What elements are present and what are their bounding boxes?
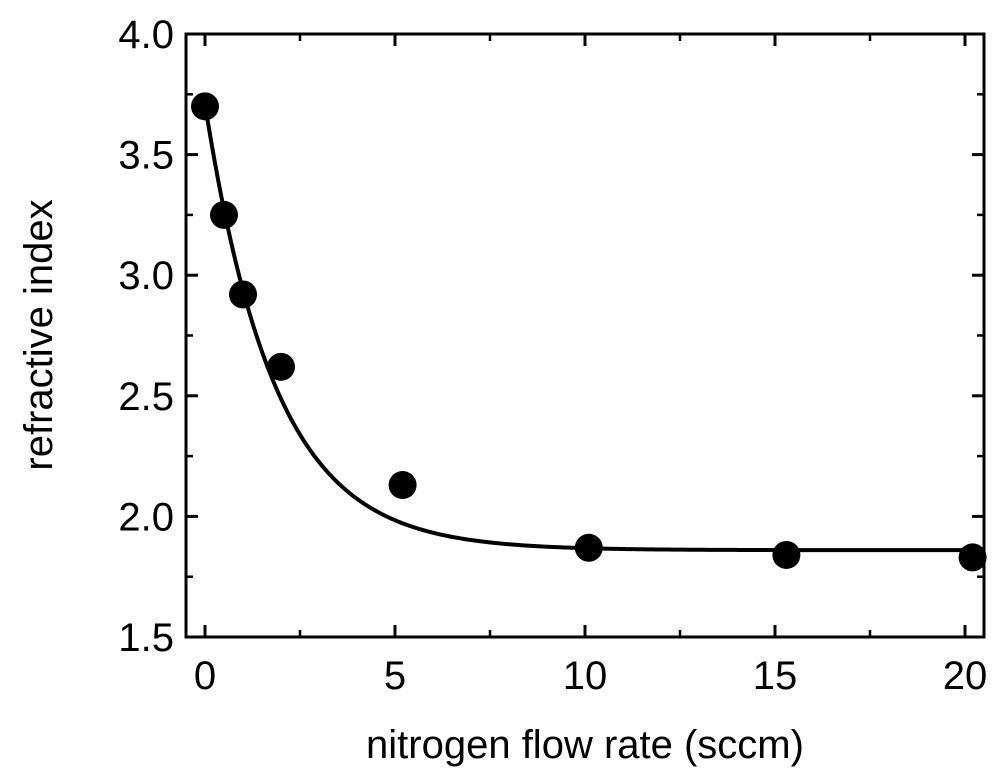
y-tick-label: 3.0	[118, 254, 174, 298]
x-tick-label: 0	[194, 654, 216, 698]
plot-frame	[184, 32, 986, 639]
x-tick-label: 15	[753, 654, 798, 698]
x-tick-label: 10	[563, 654, 608, 698]
y-axis-label: refractive index	[17, 199, 61, 470]
data-point	[229, 280, 257, 309]
data-point	[210, 200, 238, 229]
y-tick-label: 2.0	[118, 495, 174, 539]
y-tick-label: 2.5	[118, 375, 174, 419]
data-point	[267, 352, 295, 381]
data-point	[574, 533, 603, 562]
fit-curve	[203, 103, 973, 553]
x-axis-label: nitrogen flow rate (sccm)	[366, 723, 804, 767]
data-points	[191, 92, 987, 572]
data-point	[772, 540, 801, 569]
x-tick-label: 20	[943, 654, 988, 698]
y-tick-label: 4.0	[118, 13, 174, 57]
data-point	[388, 471, 417, 500]
y-tick-label: 3.5	[118, 134, 174, 178]
data-point	[958, 543, 987, 572]
axis-tick-labels: 0 5 10 15 20 1.5 2.0 2.5 3.0 3.5 4.0	[118, 13, 987, 698]
x-tick-label: 5	[384, 654, 406, 698]
fit-curve-layer	[203, 103, 973, 553]
data-point	[191, 92, 219, 121]
y-tick-label: 1.5	[118, 616, 174, 660]
